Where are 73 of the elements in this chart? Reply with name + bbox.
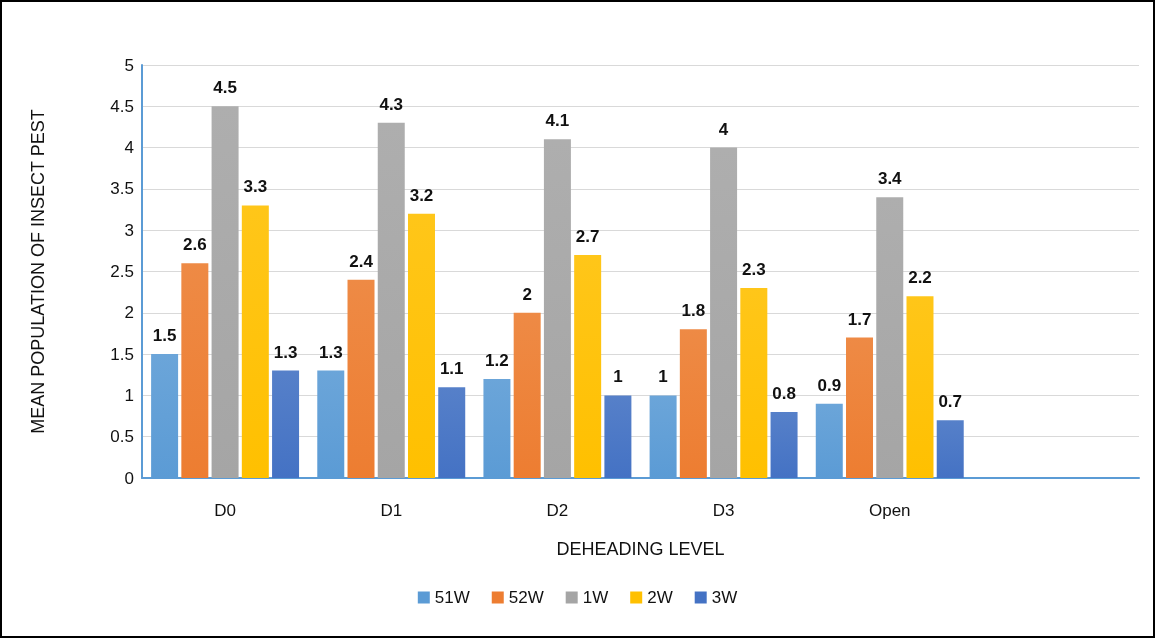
y-axis-title: MEAN POPULATION OF INSECT PEST — [28, 109, 48, 434]
x-tick-label: Open — [868, 501, 911, 520]
data-label: 0.9 — [817, 375, 842, 395]
data-label: 4.5 — [213, 78, 237, 98]
y-tick-label: 0 — [124, 468, 134, 488]
bar — [317, 370, 345, 478]
bar — [272, 370, 300, 478]
y-tick-label: 1.5 — [110, 344, 134, 364]
data-label: 2.2 — [908, 268, 932, 288]
bar — [407, 213, 435, 478]
bar — [513, 312, 541, 478]
legend-label: 3W — [711, 588, 738, 607]
bar — [377, 122, 405, 478]
legend-label: 52W — [508, 588, 544, 607]
y-tick-label: 4.5 — [110, 96, 134, 116]
data-label: 1 — [613, 367, 623, 387]
data-label: 4.1 — [545, 111, 570, 131]
data-label: 1 — [658, 367, 668, 387]
data-label: 4.3 — [379, 94, 404, 114]
data-label: 3.3 — [243, 177, 268, 197]
bar — [543, 139, 571, 478]
bar — [815, 403, 843, 478]
data-label: 0.8 — [772, 383, 796, 403]
data-label: 3.4 — [877, 169, 903, 189]
legend-label: 51W — [434, 588, 470, 607]
data-label: 1.5 — [152, 326, 177, 346]
data-label: 3.2 — [409, 185, 434, 205]
y-tick-label: 2.5 — [110, 262, 134, 281]
bar — [876, 197, 904, 478]
data-label: 1.8 — [681, 301, 706, 321]
bar — [679, 329, 707, 478]
bar — [574, 254, 602, 478]
x-tick-label: D0 — [214, 501, 236, 520]
data-label: 1.7 — [847, 309, 872, 329]
data-label: 2.4 — [349, 251, 374, 271]
x-axis-title: DEHEADING LEVEL — [556, 539, 725, 559]
data-label: 1.2 — [485, 350, 509, 370]
y-tick-label: 5 — [124, 55, 134, 75]
y-tick-label: 3.5 — [110, 179, 134, 199]
data-label: 1.3 — [273, 342, 298, 362]
bar — [936, 420, 964, 478]
data-label: 2.3 — [742, 260, 766, 280]
bar — [649, 395, 677, 478]
y-tick-label: 1 — [124, 385, 134, 405]
bar — [241, 205, 269, 478]
bar — [710, 147, 738, 478]
bar — [846, 337, 874, 478]
bar — [347, 279, 375, 478]
bar — [770, 411, 798, 478]
data-label: 2.7 — [575, 226, 600, 246]
bar — [151, 354, 179, 478]
x-tick-label: D2 — [546, 501, 569, 520]
legend-label: 1W — [582, 588, 609, 607]
bar — [906, 296, 934, 478]
bar — [740, 288, 768, 478]
legend-label: 2W — [647, 588, 673, 607]
bar — [604, 395, 632, 478]
x-tick-label: D3 — [712, 501, 735, 520]
bar — [181, 263, 209, 478]
bar — [483, 378, 511, 478]
data-label: 1.3 — [318, 342, 343, 362]
data-label: 0.7 — [938, 392, 963, 412]
bar — [211, 106, 239, 478]
x-tick-label: D1 — [380, 501, 403, 520]
data-label: 4 — [718, 119, 729, 139]
data-label: 2 — [522, 284, 532, 304]
data-label: 1.1 — [439, 359, 464, 379]
y-tick-label: 3 — [124, 220, 134, 240]
bar — [438, 387, 466, 478]
y-tick-label: 0.5 — [110, 427, 134, 447]
y-tick-label: 2 — [124, 303, 134, 323]
data-label: 2.6 — [183, 235, 207, 255]
y-tick-label: 4 — [124, 138, 134, 158]
